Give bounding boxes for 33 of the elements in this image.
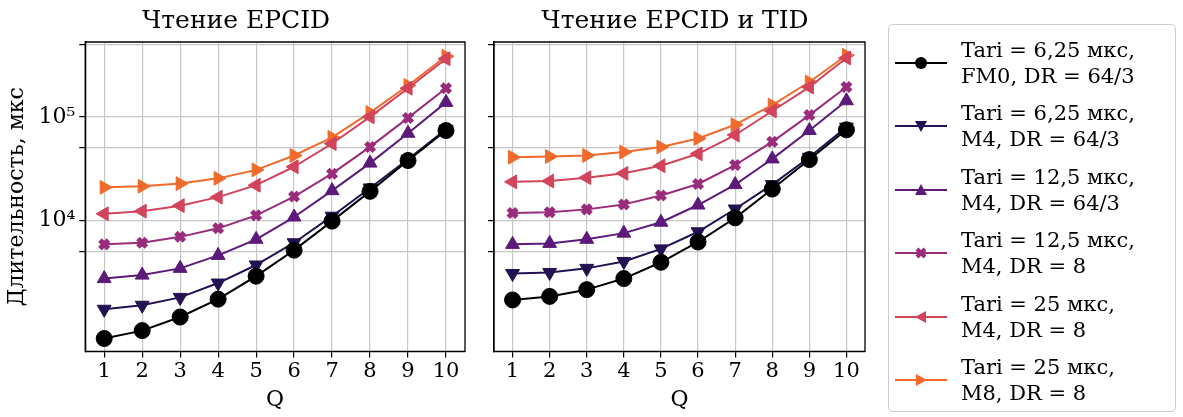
x-axis-title: Q — [670, 385, 689, 411]
x-tick-label: 3 — [173, 358, 187, 383]
chart-title: Чтение EPCID и TID — [541, 4, 809, 34]
x-axis-title: Q — [266, 385, 285, 411]
x-tick-label: 9 — [802, 358, 817, 383]
x-tick-label: 1 — [505, 358, 520, 383]
x-tick-label: 6 — [287, 358, 301, 383]
y-tick-label: 10⁵ — [38, 102, 76, 128]
legend-label: Tari = 6,25 мкс, M4, DR = 64/3 — [961, 100, 1136, 153]
x-tick-label: 7 — [728, 358, 742, 383]
x-tick-label: 10 — [833, 358, 860, 383]
y-tick-label: 10⁴ — [38, 206, 76, 232]
x-tick-label: 4 — [211, 358, 225, 383]
x-tick-label: 6 — [691, 358, 705, 383]
x-tick-label: 8 — [363, 358, 377, 383]
x-tick-label: 1 — [97, 358, 111, 383]
legend-label: Tari = 25 мкс, M8, DR = 8 — [961, 354, 1116, 407]
chart-title: Чтение EPCID — [141, 4, 331, 34]
x-tick-label: 2 — [542, 358, 557, 383]
x-tick-label: 9 — [401, 358, 415, 383]
legend-label: Tari = 25 мкс, M4, DR = 8 — [961, 290, 1116, 343]
legend-label: Tari = 12,5 мкс, M4, DR = 64/3 — [961, 163, 1136, 216]
x-tick-label: 8 — [765, 358, 779, 383]
x-tick-label: 5 — [249, 358, 263, 383]
legend-label: Tari = 12,5 мкс, M4, DR = 8 — [961, 227, 1136, 280]
x-tick-label: 2 — [135, 358, 149, 383]
x-tick-label: 7 — [325, 358, 339, 383]
x-tick-label: 4 — [617, 358, 631, 383]
x-tick-label: 5 — [654, 358, 668, 383]
x-tick-label: 3 — [580, 358, 594, 383]
y-axis-title: Длительность, мкс — [2, 87, 28, 307]
x-tick-label: 10 — [432, 358, 460, 383]
legend-label: Tari = 6,25 мкс, FM0, DR = 64/3 — [961, 36, 1136, 89]
